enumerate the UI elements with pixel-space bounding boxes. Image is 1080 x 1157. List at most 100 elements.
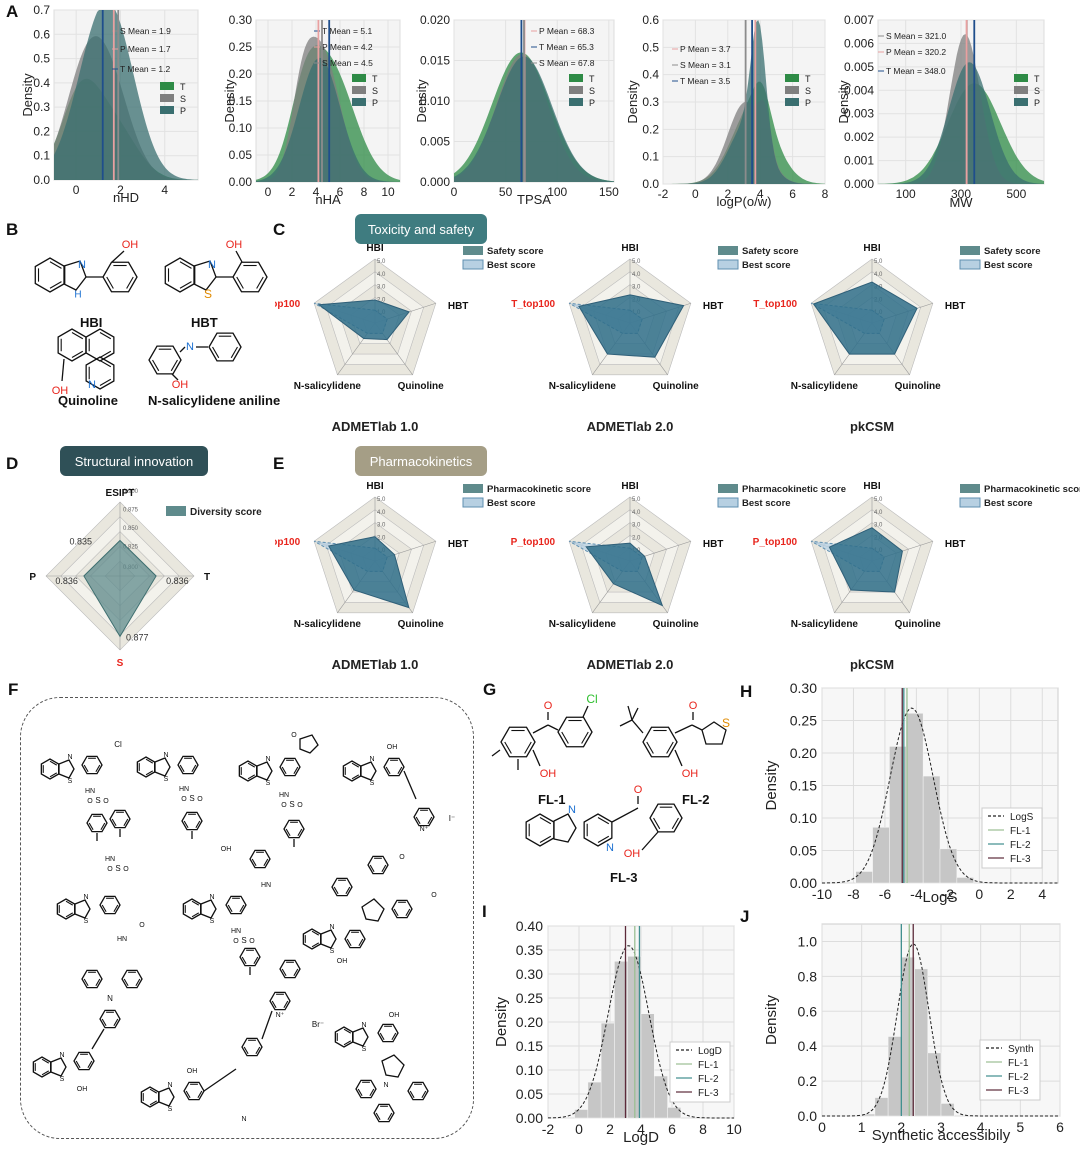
histogram-bar xyxy=(640,1013,655,1119)
benzene-ring xyxy=(238,760,258,782)
y-tick-label: 0.0 xyxy=(33,173,50,187)
double-bond xyxy=(539,817,552,825)
y-tick-label: 0.010 xyxy=(420,94,450,108)
y-tick-label: 0.5 xyxy=(642,40,659,54)
bond xyxy=(691,724,703,731)
radar-axis-label: P xyxy=(29,572,36,583)
histogram-bar xyxy=(887,1036,902,1117)
atom-label: S xyxy=(266,780,271,787)
y-tick-label: 0.25 xyxy=(790,713,817,729)
benzene-ring xyxy=(302,928,322,950)
kde-curve xyxy=(822,707,1058,884)
atom-label: S xyxy=(370,780,375,787)
atom-label: HN xyxy=(279,792,289,799)
benzene-ring xyxy=(642,726,678,758)
double-bond xyxy=(236,276,244,289)
radar-axis-label: Quinoline xyxy=(398,619,445,630)
bond xyxy=(582,705,589,718)
atom-label: S xyxy=(330,948,335,955)
double-bond xyxy=(95,764,101,773)
x-tick-label: 2 xyxy=(897,1119,905,1135)
double-bond xyxy=(87,1060,93,1069)
kde-curve xyxy=(548,945,734,1119)
legend-label: P xyxy=(1034,98,1040,108)
x-tick-label: 4 xyxy=(977,1119,985,1135)
legend-label: T xyxy=(372,74,378,84)
radar-legend-swatch xyxy=(166,506,186,516)
double-bond xyxy=(111,818,117,827)
x-tick-label: 0 xyxy=(818,1119,826,1135)
benzene-ring xyxy=(525,813,555,847)
mean-label: P Mean = 4.2 xyxy=(322,42,373,52)
atom-label: OH xyxy=(540,768,557,780)
x-tick-label: 0 xyxy=(451,185,458,199)
x-tick-label: 6 xyxy=(1056,1119,1064,1135)
y-tick-label: 0.4 xyxy=(33,76,50,90)
y-tick-label: 0.6 xyxy=(798,1003,818,1019)
bond xyxy=(403,770,417,800)
atom-label: N xyxy=(208,259,216,271)
five-ring xyxy=(256,761,273,781)
legend-swatch xyxy=(160,94,174,102)
y-tick-label: 0.10 xyxy=(516,1062,543,1078)
double-bond xyxy=(179,261,192,269)
double-bond xyxy=(212,346,220,359)
radar-axis-label: Quinoline xyxy=(895,619,942,630)
kde-curve xyxy=(822,943,1060,1117)
benzene-ring xyxy=(164,257,196,293)
legend-label: S xyxy=(1034,86,1040,96)
radar-axis-label: S xyxy=(117,658,124,669)
benzene-ring xyxy=(136,756,156,778)
y-tick-label: 0.10 xyxy=(229,121,253,135)
panel-label-f: F xyxy=(8,680,19,699)
y-tick-label: 0.05 xyxy=(229,148,253,162)
legend-swatch xyxy=(785,86,799,94)
y-tick-label: 0.30 xyxy=(790,680,817,696)
x-tick-label: 2 xyxy=(117,183,124,197)
benzene-ring xyxy=(249,849,271,869)
mean-label: P Mean = 3.7 xyxy=(680,44,731,54)
panel-label-i: I xyxy=(482,902,487,921)
double-bond xyxy=(343,1040,352,1046)
atom-label: N xyxy=(383,1082,388,1089)
bond xyxy=(491,749,501,757)
bond xyxy=(91,1028,105,1050)
radar-axis-label: HBT xyxy=(945,539,966,550)
atom-label: O xyxy=(87,798,93,805)
y-tick-label: 0.10 xyxy=(790,810,817,826)
y-axis-label: Density xyxy=(836,80,851,124)
double-bond xyxy=(391,1032,397,1041)
radar-value-label: 0.836 xyxy=(166,576,189,586)
atom-label: N⁺ xyxy=(276,1012,285,1019)
y-tick-label: 1.0 xyxy=(798,933,818,949)
five-ring xyxy=(63,260,87,291)
y-tick-label: 0.020 xyxy=(420,13,450,27)
mean-label: S Mean = 1.9 xyxy=(120,26,171,36)
atom-label: N xyxy=(167,1082,172,1089)
radar-legend-label: Best score xyxy=(984,260,1033,271)
benzene-ring xyxy=(269,991,291,1011)
x-tick-label: 4 xyxy=(637,1121,645,1137)
double-bond xyxy=(297,828,303,837)
double-bond xyxy=(49,281,62,289)
legend-swatch xyxy=(1014,74,1028,82)
double-bond xyxy=(293,766,299,775)
legend-swatch xyxy=(1014,86,1028,94)
x-axis-label: Synthetic accessibily xyxy=(872,1127,1011,1144)
double-bond xyxy=(381,864,387,873)
radar-legend-swatch xyxy=(717,259,739,270)
section-pharmacokinetics: Pharmacokinetics xyxy=(355,446,487,476)
legend-label: FL-1 xyxy=(1008,1058,1029,1069)
x-tick-label: 4 xyxy=(757,187,764,201)
panel-label-a: A xyxy=(6,2,19,21)
benzene-ring xyxy=(342,760,362,782)
legend-swatch xyxy=(569,98,583,106)
double-bond xyxy=(99,350,112,358)
double-bond xyxy=(88,822,94,831)
radar-legend-label: Best score xyxy=(487,498,536,509)
atom-label: N xyxy=(265,756,270,763)
y-tick-label: 0.0 xyxy=(642,177,659,191)
atom-label: N xyxy=(209,894,214,901)
double-bond xyxy=(65,900,74,906)
